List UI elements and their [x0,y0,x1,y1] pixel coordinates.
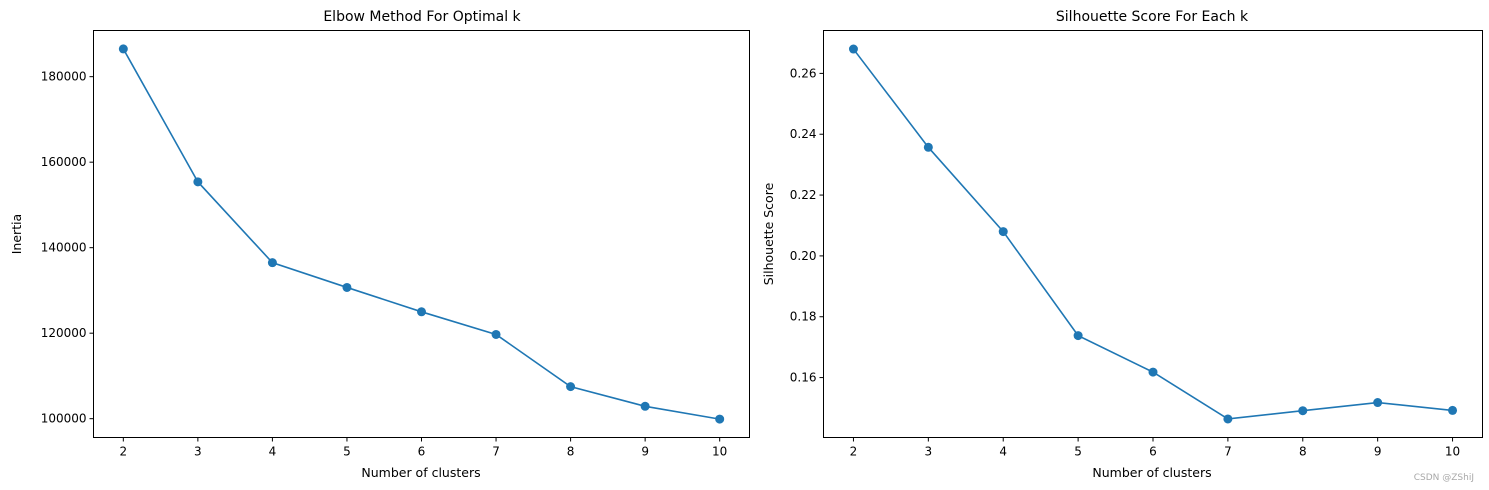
y-tick-label: 0.20 [790,249,817,263]
data-point [1073,331,1083,341]
x-tick-label: 6 [1149,445,1157,459]
series-marks [848,44,1458,424]
data-point [1148,367,1158,377]
y-tick-label: 180000 [41,70,87,84]
x-tick-label: 5 [1074,445,1082,459]
y-tick-label: 0.18 [790,310,817,324]
x-tick-label: 4 [999,445,1007,459]
x-tick-label: 3 [925,445,933,459]
y-tick-label: 140000 [41,241,87,255]
y-tick-label: 120000 [41,326,87,340]
data-point [1223,414,1233,424]
series-line [122,48,720,420]
data-point [848,44,858,54]
x-tick-label: 10 [712,445,727,459]
data-point [1298,406,1308,416]
y-tick-label: 100000 [41,412,87,426]
y-axis-label: Inertia [9,214,24,254]
x-tick-label: 8 [1299,445,1307,459]
watermark: CSDN @ZShiJ [1414,473,1474,483]
silhouette-chart: Silhouette Score For Each k Number of cl… [761,9,1483,480]
x-tick-label: 5 [343,445,351,459]
chart-title: Elbow Method For Optimal k [323,9,521,25]
data-point [193,177,203,187]
y-tick-label: 160000 [41,155,87,169]
series-line [852,48,1453,420]
series-marks [118,44,725,424]
x-axis-label: Number of clusters [1092,465,1211,480]
x-tick-label: 9 [641,445,649,459]
x-tick-label: 2 [119,445,127,459]
x-tick-label: 7 [492,445,500,459]
y-tick-label: 0.24 [790,127,817,141]
x-tick-label: 3 [194,445,202,459]
x-tick-label: 4 [269,445,277,459]
x-tick-label: 2 [850,445,858,459]
ticks: 2 3 4 5 6 7 8 9 10 100000 120000 140000 160000 180000 [41,70,728,459]
elbow-chart: Elbow Method For Optimal k Number of clu… [9,9,750,480]
data-point [640,401,650,411]
data-point [342,282,352,292]
data-point [566,382,576,392]
data-point [715,414,725,424]
data-point [118,44,128,54]
x-tick-label: 8 [567,445,575,459]
data-point [923,142,933,152]
x-tick-label: 6 [418,445,426,459]
y-tick-label: 0.16 [790,371,817,385]
data-point [267,258,277,268]
data-point [1373,398,1383,408]
data-point [998,227,1008,237]
chart-title: Silhouette Score For Each k [1056,9,1249,25]
data-point [1448,405,1458,415]
plot-frame [93,30,750,438]
y-tick-label: 0.22 [790,188,817,202]
data-point [491,329,501,339]
y-tick-label: 0.26 [790,66,817,80]
x-tick-label: 9 [1374,445,1382,459]
x-tick-label: 7 [1224,445,1232,459]
data-point [417,307,426,317]
y-axis-label: Silhouette Score [761,182,776,285]
x-tick-label: 10 [1445,445,1460,459]
x-axis-label: Number of clusters [361,465,480,480]
ticks: 2 3 4 5 6 7 8 9 10 0.16 0.18 0.20 0.22 0.24 0.26 [790,66,1460,458]
